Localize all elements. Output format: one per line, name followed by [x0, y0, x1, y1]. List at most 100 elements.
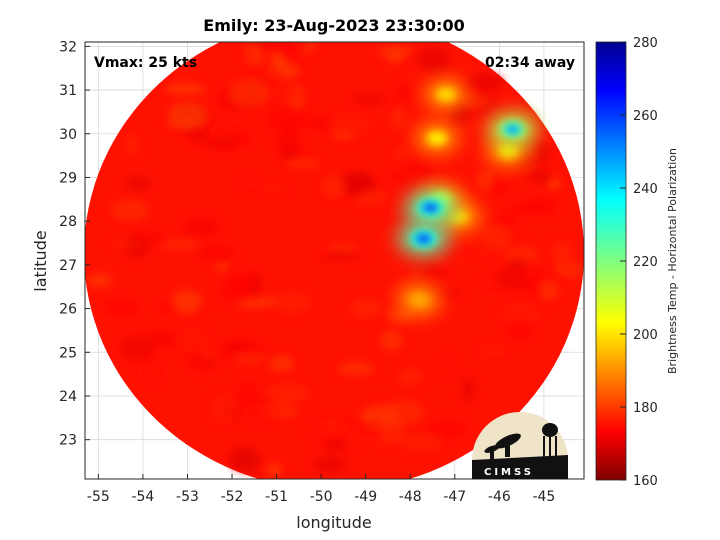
swath-texture-patch	[399, 432, 444, 452]
swath-texture-patch	[355, 189, 388, 206]
swath-texture-patch	[171, 289, 202, 314]
swath-texture-patch	[376, 45, 415, 56]
swath-texture-patch	[502, 245, 539, 264]
swath-texture-patch	[323, 251, 363, 261]
swath-texture-patch	[385, 50, 405, 63]
convection-features	[397, 78, 539, 316]
swath-texture-patch	[390, 171, 408, 182]
swath-texture-patch	[182, 217, 219, 237]
feature-core	[422, 203, 439, 214]
swath-texture-patch	[546, 176, 562, 190]
swath-texture-patch	[179, 329, 210, 352]
swath-texture-patch	[109, 240, 146, 249]
chart-title: Emily: 23-Aug-2023 23:30:00	[203, 16, 464, 35]
swath-texture-patch	[110, 199, 149, 222]
swath-texture-patch	[287, 159, 320, 168]
swath-texture-patch	[328, 114, 370, 139]
x-tick-label: -51	[265, 489, 288, 505]
swath-texture-patch	[232, 352, 266, 364]
y-axis-label: latitude	[31, 230, 50, 291]
swath-texture-patch	[220, 280, 252, 304]
swath-texture-patch	[337, 361, 375, 376]
swath-texture-patch	[238, 177, 259, 190]
swath-disk	[85, 42, 584, 479]
x-tick-label: -55	[87, 489, 110, 505]
swath-texture-patch	[496, 265, 529, 291]
swath-texture-patch	[509, 202, 548, 214]
swath-texture-patch	[104, 298, 138, 317]
feature-core	[435, 87, 456, 102]
swath-texture-patch	[272, 83, 313, 103]
swath-texture-patch	[395, 85, 412, 101]
y-tick-label: 27	[59, 258, 77, 274]
logo-text: CIMSS	[484, 467, 534, 478]
swath-texture-patch	[323, 438, 349, 452]
feature-core	[409, 292, 430, 307]
x-tick-label: -52	[221, 489, 244, 505]
colorbar-tick-label: 260	[633, 109, 658, 124]
colorbar-ticks: 160 180 200 220 240 260 280	[620, 36, 658, 489]
swath-texture-patch	[358, 423, 385, 433]
y-tick-label: 26	[59, 302, 77, 318]
y-tick-label: 31	[59, 83, 77, 99]
x-tick-label: -46	[488, 489, 511, 505]
swath-texture-patch	[165, 117, 206, 130]
swath-texture-patch	[248, 271, 262, 299]
swath-texture-patch	[529, 170, 551, 183]
swath-texture-patch	[379, 330, 403, 351]
swath-texture-patch	[490, 182, 510, 196]
plot-frame	[84, 41, 585, 480]
swath-texture-patch	[392, 147, 409, 160]
swath-texture-patch	[353, 93, 387, 104]
swath-texture-patch	[269, 355, 294, 372]
swath-texture-patch	[553, 261, 584, 278]
colorbar-tick-label: 200	[633, 328, 658, 343]
swath-texture-patch	[243, 402, 276, 423]
swath-texture-patch	[321, 174, 347, 198]
swath-texture-patch	[349, 298, 383, 318]
x-tick-label: -47	[443, 489, 466, 505]
swath-texture-patch	[267, 384, 310, 404]
swath-texture-patch	[245, 42, 265, 67]
swath-texture-patch	[131, 232, 166, 242]
feature-core	[426, 131, 447, 146]
swath-texture-patch	[159, 301, 175, 313]
logo-dish-icon	[484, 433, 521, 460]
swath-texture-patch	[228, 447, 261, 473]
swath-texture-patch	[498, 213, 520, 227]
swath-texture-patch	[266, 463, 282, 478]
swath-texture-patch	[188, 353, 217, 370]
swath-texture-patch	[125, 133, 139, 157]
swath-texture-patch	[277, 128, 300, 154]
swath-texture-patch	[164, 83, 206, 95]
swath-texture-patch	[237, 131, 251, 145]
swath-texture-patch	[392, 107, 407, 129]
swath-texture-patch	[383, 400, 425, 425]
colorbar-tick-label: 160	[633, 474, 658, 489]
y-tick-label: 24	[59, 389, 77, 405]
y-tick-label: 30	[59, 127, 77, 143]
vmax-annotation: Vmax: 25 kts	[94, 55, 197, 71]
feature-core	[415, 233, 432, 244]
logo-water-tower-icon	[542, 423, 558, 460]
swath-texture-patch	[412, 265, 449, 279]
swath-texture-patch	[538, 278, 559, 301]
swath-texture-patch	[275, 42, 309, 57]
swath-texture-patch	[159, 240, 201, 250]
swath-texture-patch	[428, 421, 467, 439]
swath-texture-patch	[461, 92, 492, 110]
y-axis-ticks: 23 24 25 26 27 28 29 30 31 32	[59, 39, 90, 449]
swath-texture-patch	[475, 170, 495, 191]
time-away-annotation: 02:34 away	[485, 55, 575, 71]
radiometer-swath	[85, 42, 584, 479]
colorbar-tick-label: 180	[633, 401, 658, 416]
x-tick-label: -54	[131, 489, 154, 505]
swath-texture-patch	[501, 303, 540, 325]
swath-texture-patch	[198, 246, 235, 261]
x-tick-label: -45	[532, 489, 555, 505]
swath-texture-patch	[482, 224, 512, 249]
swath-texture-patch	[392, 192, 405, 219]
swath-texture-patch	[398, 368, 423, 385]
swath-texture-patch	[552, 241, 572, 265]
colorbar-tick-label: 280	[633, 36, 658, 51]
